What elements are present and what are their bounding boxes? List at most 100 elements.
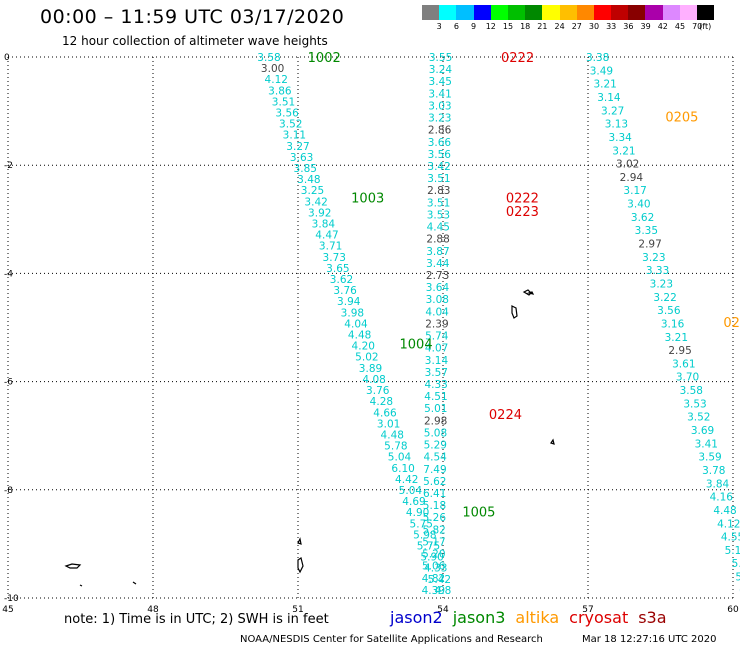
wave-height-value: 3.73 — [323, 252, 346, 264]
legend-entry: s3a — [638, 608, 667, 627]
pass-time-label: 0222 — [506, 192, 539, 207]
wave-height-value: 3.71 — [319, 241, 342, 253]
color-swatch — [576, 5, 594, 20]
wave-height-value: 4.04 — [425, 306, 449, 318]
wave-height-value: 3.13 — [605, 119, 628, 131]
wave-height-value: 3.03 — [428, 100, 451, 112]
wave-height-value: 5.8 — [735, 572, 740, 584]
color-scale-tick-label: 42 — [657, 22, 668, 31]
wave-height-value: 3.64 — [426, 282, 450, 294]
wave-height-value: 3.27 — [286, 141, 309, 153]
wave-height-value: 3.17 — [623, 185, 646, 197]
color-swatch — [525, 5, 543, 20]
color-scale-tick-label: 70 — [692, 22, 703, 31]
wave-height-value: 4.48 — [713, 505, 736, 517]
color-swatch — [542, 5, 560, 20]
color-scale-tick-label: 36 — [623, 22, 634, 31]
wave-height-value: 3.25 — [301, 185, 324, 197]
color-swatch — [628, 5, 646, 20]
wave-height-value: 3.55 — [429, 52, 452, 64]
wave-height-value: 3.89 — [359, 363, 382, 375]
wave-height-value: 5.7 — [732, 558, 740, 570]
wave-height-value: 3.69 — [691, 425, 714, 437]
lat-lon-grid — [7, 56, 734, 599]
wave-height-value: 3.53 — [427, 209, 450, 221]
wave-height-value: 3.14 — [597, 92, 621, 104]
y-tick-label: -2 — [4, 161, 13, 171]
wave-height-value: 4.48 — [348, 330, 371, 342]
wave-height-value: 4.20 — [352, 341, 375, 353]
wave-height-value: 3.66 — [428, 137, 452, 149]
wave-height-value: 3.51 — [427, 197, 450, 209]
wave-height-value: 5.18 — [423, 500, 446, 512]
pass-time-label: 1004 — [400, 338, 433, 353]
wave-height-value: 4.66 — [373, 407, 397, 419]
y-tick-label: -10 — [4, 594, 19, 604]
color-swatch — [473, 5, 491, 20]
wave-height-value: 4.42 — [395, 474, 418, 486]
wave-height-value: 3.62 — [330, 274, 353, 286]
y-tick-label: 0 — [4, 53, 10, 63]
color-scale-tick-label: 15 — [502, 22, 514, 31]
legend-entry: jason2 — [390, 608, 443, 627]
x-tick-label: 51 — [292, 605, 303, 615]
color-swatch — [439, 5, 457, 20]
legend-entry: altika — [515, 608, 560, 627]
wave-height-value: 3.49 — [590, 65, 613, 77]
wave-height-value: 3.41 — [695, 438, 718, 450]
coast-fragment — [64, 563, 137, 587]
wave-height-value: 4.55 — [721, 532, 740, 544]
wave-height-value: 4.47 — [315, 230, 338, 242]
axis-labels: 45 48 51 54 57 60 0 -2 -4 -6 -8 -10 — [2, 53, 739, 615]
map-subtitle: 12 hour collection of altimeter wave hei… — [62, 34, 328, 48]
color-swatch — [611, 5, 629, 20]
y-tick-label: -6 — [4, 378, 13, 388]
wave-height-value: 5.19 — [725, 545, 740, 557]
wave-height-value: 2.88 — [426, 234, 449, 246]
wave-height-value: 7.49 — [423, 464, 446, 476]
island-west — [297, 537, 304, 574]
wave-height-value: 3.00 — [261, 63, 284, 75]
wave-height-value: 3.35 — [635, 225, 658, 237]
wave-height-value: 3.78 — [702, 465, 725, 477]
wave-height-value: 5.75 — [417, 540, 440, 552]
y-tick-label: -4 — [4, 269, 13, 279]
color-scale-tick-label: 21 — [537, 22, 548, 31]
color-scale-tick-label: 9 — [471, 22, 477, 31]
pass-time-label: 0223 — [506, 205, 539, 220]
wave-height-value: 3.42 — [304, 196, 327, 208]
pass-time-label: 1005 — [462, 505, 495, 520]
x-tick-label: 45 — [2, 605, 13, 615]
wave-height-value: 3.24 — [429, 64, 453, 76]
wave-height-value: 4.33 — [424, 563, 447, 575]
satellite-tracks: 3.583.004.123.863.513.563.523.113.273.63… — [257, 52, 740, 597]
wave-height-value: 5.08 — [424, 427, 447, 439]
wave-height-value: 4.51 — [424, 391, 447, 403]
island-small — [550, 438, 555, 445]
color-scale-tick-label: (ft) — [699, 22, 712, 31]
wave-height-value: 6.41 — [423, 488, 446, 500]
credit-date: Mar 18 12:27:16 UTC 2020 — [582, 634, 717, 645]
wave-height-value: 3.56 — [428, 149, 452, 161]
color-scale-tick-label: 33 — [606, 22, 617, 31]
wave-height-value: 3.84 — [706, 478, 730, 490]
wave-height-value: 4.08 — [362, 374, 385, 386]
color-swatch — [490, 5, 508, 20]
color-swatch — [559, 5, 577, 20]
wave-height-value: 5.74 — [425, 331, 449, 343]
wave-height-value: 5.26 — [423, 512, 447, 524]
wave-height-value: 3.14 — [425, 355, 449, 367]
wave-height-value: 4.45 — [427, 222, 450, 234]
island-cluster — [511, 289, 535, 319]
wave-height-value: 3.65 — [326, 263, 349, 275]
wave-height-value: 3.23 — [650, 278, 673, 290]
wave-height-value: 3.21 — [612, 145, 635, 157]
wave-height-value: 5.98 — [413, 529, 436, 541]
wave-height-value: 3.76 — [366, 385, 390, 397]
wave-height-value: 3.92 — [308, 207, 331, 219]
wave-height-value: 5.42 — [428, 574, 451, 586]
color-swatch — [593, 5, 612, 20]
pass-time-label: 0204 — [723, 316, 740, 331]
wave-height-value: 2.95 — [668, 345, 691, 357]
